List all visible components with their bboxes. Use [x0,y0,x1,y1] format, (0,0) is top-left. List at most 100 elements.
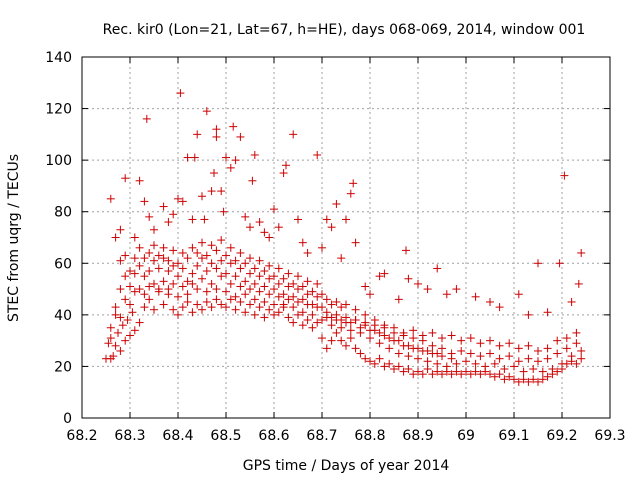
data-point [332,199,341,208]
data-point [298,295,307,304]
data-point [109,352,118,361]
data-point [433,367,442,376]
data-point [270,310,278,319]
data-point [562,334,571,343]
data-point [126,300,134,309]
data-point [212,125,221,134]
data-point [490,372,499,381]
plot-frame [81,56,611,419]
data-point [471,367,480,376]
data-point [241,290,250,299]
data-point [351,305,360,314]
data-point [178,264,187,273]
data-point [198,192,206,201]
data-point [370,359,379,368]
data-point [308,287,317,296]
data-point [366,334,374,343]
data-point [361,318,370,327]
data-point [447,331,456,340]
data-point [366,357,374,366]
data-point [322,344,331,353]
y-tick-label: 0 [63,411,72,427]
data-point [174,292,182,301]
data-point [385,334,394,343]
data-point [567,297,576,306]
data-point [294,215,302,224]
data-point [298,238,307,247]
data-point [169,305,178,314]
data-point [130,233,139,242]
data-point [135,261,144,270]
data-point [219,207,228,216]
data-point [361,354,370,363]
data-point [414,367,422,376]
data-point [282,161,290,170]
data-point [327,300,336,309]
data-point [318,303,326,312]
x-tick-label: 69.3 [594,428,625,444]
data-point [198,274,206,283]
data-point [260,297,269,306]
data-point [361,310,370,319]
data-point [246,254,254,263]
data-point [226,243,235,252]
data-point [457,370,466,379]
data-point [222,269,230,278]
data-point [327,336,336,345]
data-point [150,305,158,314]
data-point [164,218,173,227]
data-point [250,295,259,304]
data-point [140,197,149,206]
data-point [198,254,206,263]
data-point [246,300,254,309]
y-axis-label: STEC from uqrg / TECUs [6,154,22,322]
data-point [217,256,226,265]
data-point [270,285,278,294]
data-point [226,163,235,172]
data-point [553,349,562,358]
data-point [188,215,197,224]
data-point [260,267,269,276]
data-point [106,194,115,203]
data-point [210,169,218,178]
data-point [342,313,350,322]
data-point [145,295,154,304]
data-point [279,274,288,283]
data-point [375,328,384,337]
data-point [308,310,317,319]
data-point [510,362,518,371]
data-point [342,215,350,224]
x-tick-label: 69 [457,428,475,444]
data-point [241,308,250,317]
data-point [346,326,355,335]
data-point [111,310,120,319]
data-point [183,290,192,299]
data-point [116,225,125,234]
data-point [202,297,211,306]
data-point [255,303,264,312]
data-point [159,300,168,309]
data-point [236,282,245,291]
data-point [534,259,542,268]
data-point [250,310,259,319]
data-point [423,365,432,374]
data-point [409,326,418,335]
data-point [289,318,298,327]
data-point [188,279,197,288]
chart-title: Rec. kir0 (Lon=21, Lat=67, h=HE), days 0… [103,22,586,38]
data-point [126,282,134,291]
data-point [558,359,566,368]
data-point [116,285,125,294]
data-point [298,282,307,291]
data-point [375,339,384,348]
data-point [505,372,514,381]
data-point [236,248,245,257]
data-point [404,365,413,374]
data-point [555,259,564,268]
data-point [202,267,211,276]
data-point [174,194,182,203]
data-point [423,285,432,294]
data-point [222,287,230,296]
data-point [178,282,187,291]
